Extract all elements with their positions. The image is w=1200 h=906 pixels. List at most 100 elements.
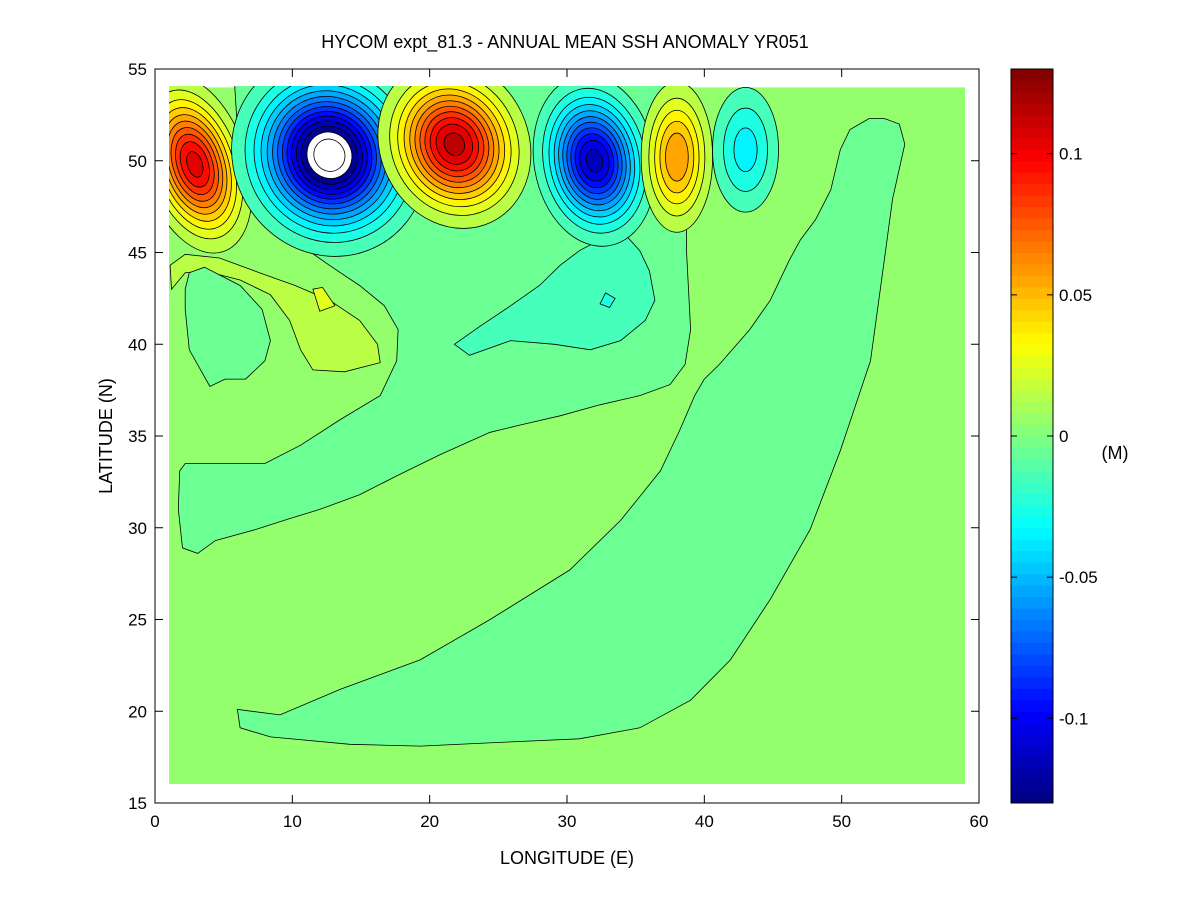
contour-plot-area xyxy=(169,86,965,784)
colorbar-swatch xyxy=(1011,527,1053,540)
negative-anomaly-spot xyxy=(599,292,616,308)
colorbar-swatch xyxy=(1011,653,1053,666)
colorbar-swatch xyxy=(1011,688,1053,701)
colorbar-tick-label: 0.05 xyxy=(1059,286,1092,305)
colorbar-label: (M) xyxy=(1102,443,1129,463)
colorbar-swatch xyxy=(1011,126,1053,139)
colorbar-tick-label: -0.05 xyxy=(1059,568,1098,587)
colorbar-swatch xyxy=(1011,424,1053,437)
colorbar-swatch xyxy=(1011,172,1053,185)
cold-eddy xyxy=(231,86,428,257)
positive-anomaly-spot xyxy=(312,286,336,312)
colorbar-swatch xyxy=(1011,745,1053,758)
colorbar-swatch xyxy=(1011,275,1053,288)
colorbar-swatch xyxy=(1011,149,1053,162)
y-tick-label: 15 xyxy=(128,794,147,813)
colorbar-tick-label: -0.1 xyxy=(1059,709,1088,728)
colorbar-swatch xyxy=(1011,91,1053,104)
cold-eddy xyxy=(712,86,779,213)
colorbar xyxy=(1011,69,1053,804)
colorbar-swatch xyxy=(1011,355,1053,368)
colorbar-swatch xyxy=(1011,103,1053,116)
x-tick-label: 10 xyxy=(283,812,302,831)
y-tick-label: 20 xyxy=(128,702,147,721)
colorbar-swatch xyxy=(1011,585,1053,598)
y-axis: 15 20 25 30 35 40 45 50 55 xyxy=(128,60,979,813)
colorbar-swatch xyxy=(1011,562,1053,575)
y-tick-label: 50 xyxy=(128,152,147,171)
colorbar-swatch xyxy=(1011,195,1053,208)
colorbar-swatch xyxy=(1011,378,1053,391)
colorbar-swatch xyxy=(1011,699,1053,712)
colorbar-tick-label: 0.1 xyxy=(1059,145,1083,164)
colorbar-swatch xyxy=(1011,241,1053,253)
colorbar-tick-label: 0 xyxy=(1059,427,1068,446)
contour-level xyxy=(313,138,346,172)
colorbar-swatch xyxy=(1011,367,1053,380)
y-tick-label: 55 xyxy=(128,60,147,79)
colorbar-swatch xyxy=(1011,493,1053,506)
colorbar-swatch xyxy=(1011,69,1053,81)
colorbar-swatch xyxy=(1011,676,1053,689)
colorbar-swatch xyxy=(1011,516,1053,529)
colorbar-swatch xyxy=(1011,309,1053,322)
colorbar-swatch xyxy=(1011,458,1053,471)
x-tick-label: 30 xyxy=(558,812,577,831)
negative-anomaly-plume xyxy=(453,233,656,356)
contour-level xyxy=(443,132,466,156)
colorbar-swatch xyxy=(1011,286,1053,299)
colorbar-swatch xyxy=(1011,390,1053,403)
colorbar-swatch xyxy=(1011,332,1053,345)
colorbar-ticks: -0.1 -0.05 0 0.05 0.1 xyxy=(1011,145,1098,728)
colorbar-swatch xyxy=(1011,711,1053,724)
x-tick-label: 0 xyxy=(150,812,159,831)
colorbar-swatch xyxy=(1011,642,1053,655)
colorbar-swatch xyxy=(1011,413,1053,426)
warm-eddy xyxy=(169,86,253,254)
y-tick-label: 45 xyxy=(128,244,147,263)
cold-eddy xyxy=(532,86,657,247)
colorbar-swatch xyxy=(1011,252,1053,265)
colorbar-swatch xyxy=(1011,665,1053,678)
colorbar-swatch xyxy=(1011,229,1053,242)
colorbar-swatch xyxy=(1011,481,1053,494)
y-axis-label: LATITUDE (N) xyxy=(96,378,116,494)
colorbar-swatch xyxy=(1011,573,1053,586)
contour-level xyxy=(186,151,204,178)
colorbar-swatch xyxy=(1011,630,1053,643)
warm-eddy xyxy=(640,86,713,233)
colorbar-swatch xyxy=(1011,722,1053,735)
colorbar-swatch xyxy=(1011,504,1053,517)
warm-eddy xyxy=(377,86,532,229)
contour-level xyxy=(585,148,604,173)
colorbar-swatch xyxy=(1011,608,1053,620)
y-tick-label: 35 xyxy=(128,427,147,446)
colorbar-swatch xyxy=(1011,160,1053,173)
x-tick-label: 20 xyxy=(420,812,439,831)
colorbar-swatch xyxy=(1011,137,1053,150)
colorbar-swatch xyxy=(1011,550,1053,563)
colorbar-swatch xyxy=(1011,768,1053,781)
colorbar-swatch xyxy=(1011,470,1053,483)
contour-level xyxy=(665,132,689,182)
x-tick-label: 50 xyxy=(832,812,851,831)
colorbar-swatch xyxy=(1011,619,1053,632)
colorbar-swatch xyxy=(1011,321,1053,334)
colorbar-swatch xyxy=(1011,596,1053,609)
negative-anomaly-tongue xyxy=(236,118,906,747)
colorbar-swatch xyxy=(1011,436,1053,448)
colorbar-swatch xyxy=(1011,183,1053,196)
y-tick-label: 40 xyxy=(128,335,147,354)
colorbar-swatch xyxy=(1011,298,1053,311)
colorbar-swatch xyxy=(1011,218,1053,231)
colorbar-swatch xyxy=(1011,263,1053,276)
colorbar-swatch xyxy=(1011,447,1053,460)
x-axis: 0 10 20 30 40 50 60 xyxy=(150,69,988,831)
x-tick-label: 60 xyxy=(970,812,989,831)
colorbar-swatch xyxy=(1011,80,1053,93)
y-tick-label: 25 xyxy=(128,611,147,630)
colorbar-swatch xyxy=(1011,114,1053,127)
colorbar-swatch xyxy=(1011,344,1053,357)
x-tick-label: 40 xyxy=(695,812,714,831)
